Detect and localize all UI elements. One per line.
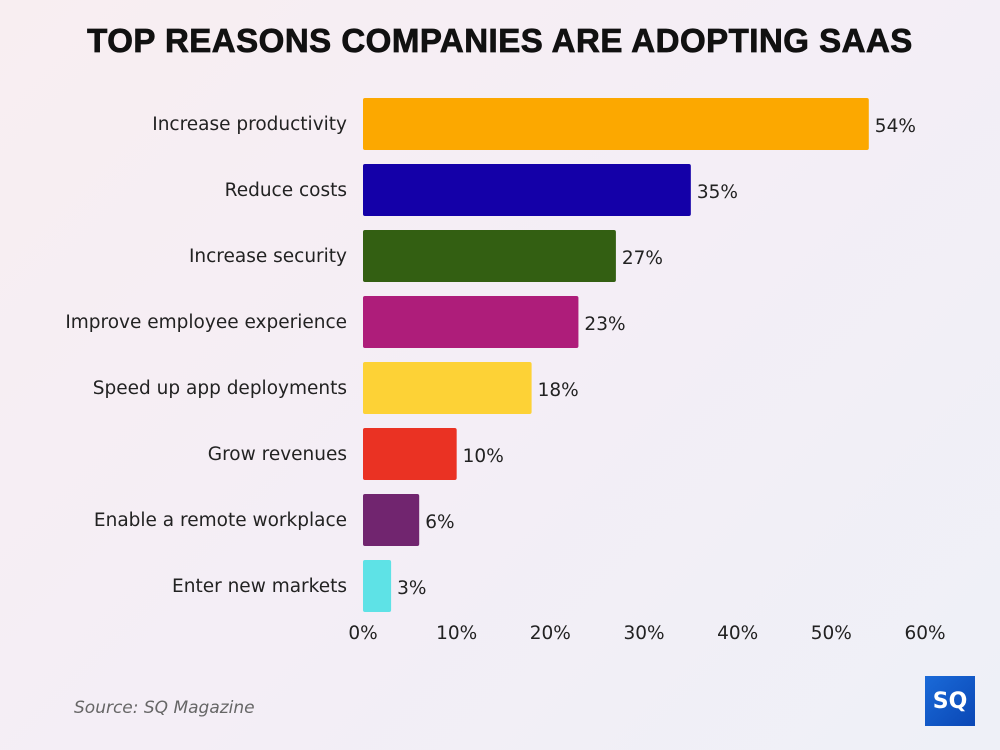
data-label: 27% [622,248,663,269]
category-label: Speed up app deployments [93,378,347,399]
data-label: 54% [875,116,916,137]
sq-logo: SQ [925,676,975,726]
x-tick-label: 60% [904,623,945,644]
data-label: 35% [697,182,738,203]
x-tick-label: 50% [811,623,852,644]
category-label: Increase security [189,246,347,267]
data-label: 18% [538,380,579,401]
x-tick-label: 20% [530,623,571,644]
chart-title: TOP REASONS COMPANIES ARE ADOPTING SAAS [87,22,913,60]
category-label: Enable a remote workplace [94,510,347,531]
x-tick-label: 40% [717,623,758,644]
bar [363,98,869,150]
bar [363,560,392,612]
data-label: 23% [584,314,625,335]
category-label: Improve employee experience [65,312,347,333]
bar-chart: Increase productivity 54% Reduce costs 35% I… [65,98,946,644]
x-tick-label: 30% [623,623,664,644]
category-label: Increase productivity [152,114,347,135]
category-label: Grow revenues [208,444,347,465]
bar [363,296,579,348]
x-tick-label: 10% [436,623,477,644]
bar [363,230,616,282]
bar [363,428,457,480]
x-tick-label: 0% [348,623,377,644]
bar [363,362,532,414]
data-label: 10% [463,446,504,467]
source-note: Source: SQ Magazine [74,698,255,718]
bar [363,164,691,216]
category-label: Reduce costs [225,180,347,201]
data-label: 3% [397,578,426,599]
bar [363,494,420,546]
data-label: 6% [425,512,454,533]
category-label: Enter new markets [172,576,347,597]
